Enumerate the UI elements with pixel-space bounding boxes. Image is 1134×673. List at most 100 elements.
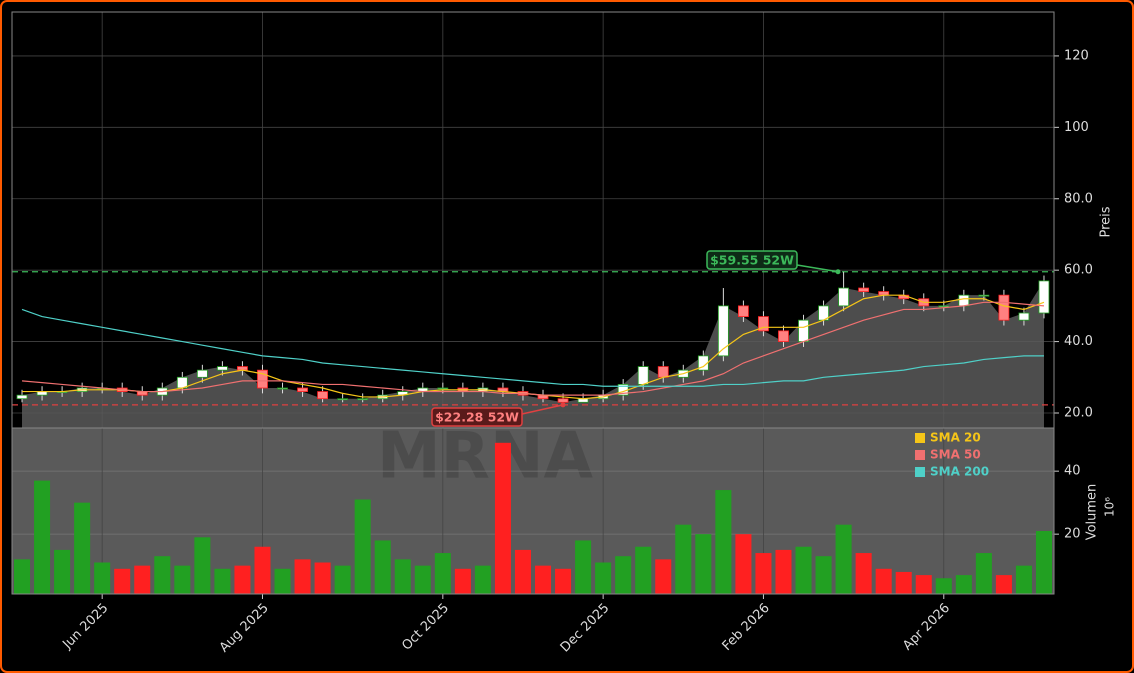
volume-bar (595, 562, 612, 594)
y-tick-label: 80.0 (1064, 191, 1093, 206)
watermark: MRNA (377, 420, 594, 494)
volume-bar (334, 565, 351, 594)
candle-body (557, 398, 569, 403)
volume-bar (494, 442, 511, 594)
y-tick-label: 100 (1064, 120, 1089, 135)
volume-bar (955, 575, 972, 594)
candle-body (697, 355, 709, 371)
volume-bar (815, 556, 832, 594)
annotation-arrow-head (560, 402, 566, 408)
legend-label: SMA 200 (930, 465, 989, 479)
candle-body (297, 387, 308, 392)
volume-bar (14, 559, 31, 594)
y-tick-label: 40.0 (1064, 334, 1093, 349)
legend-swatch (915, 467, 925, 477)
y-tick-label: 20.0 (1064, 406, 1093, 421)
volume-bar (354, 499, 371, 594)
volume-bar (154, 556, 171, 594)
volume-bar (414, 565, 431, 594)
volume-bar (34, 480, 51, 594)
y2-axis-label: Volumen (1085, 484, 1100, 541)
volume-bar (194, 537, 211, 594)
legend-label: SMA 50 (930, 448, 981, 462)
volume-bar (314, 562, 331, 594)
annotation-arrow-head (835, 269, 841, 275)
volume-bar (374, 540, 391, 594)
annotation-arrow (796, 264, 839, 273)
volume-bar (615, 556, 632, 594)
candle-body (16, 394, 28, 400)
volume-bar (234, 565, 251, 594)
candle-body (978, 294, 990, 297)
candle-body (717, 305, 729, 357)
candle-body (437, 387, 449, 390)
y2-scale-label: 10⁶ (1103, 497, 1117, 517)
candle-body (637, 366, 649, 385)
candle-body (998, 294, 1010, 321)
y2-tick-label: 20 (1064, 527, 1081, 542)
volume-bar (915, 575, 932, 594)
volume-bar (575, 540, 592, 594)
volume-bar (555, 568, 572, 594)
legend-label: SMA 20 (930, 431, 981, 445)
volume-bar (274, 568, 291, 594)
volume-bar (635, 546, 652, 594)
volume-bar (535, 565, 552, 594)
volume-bar (995, 575, 1012, 594)
candle-body (798, 319, 809, 342)
candle-body (958, 294, 970, 307)
volume-bar (875, 568, 892, 594)
candle-body (858, 287, 870, 292)
legend-swatch (915, 450, 925, 460)
candle-body (778, 330, 789, 342)
volume-bar (1035, 531, 1052, 594)
annotation-box (431, 407, 523, 427)
volume-bar (795, 546, 812, 594)
volume-bar (695, 534, 712, 594)
candle-body (196, 369, 208, 378)
annotation-arrow (521, 404, 564, 415)
price-area (22, 280, 1044, 428)
volume-bar (54, 549, 71, 594)
volume-bar (715, 490, 732, 594)
volume-bar (514, 549, 531, 594)
candle-body (277, 387, 288, 390)
volume-bar (254, 546, 271, 594)
volume-bar (434, 553, 451, 594)
candle-body (1018, 312, 1030, 321)
candle-body (758, 316, 769, 332)
volume-bar (775, 549, 792, 594)
volume-bar (935, 578, 952, 594)
volume-bar (94, 562, 111, 594)
annotation-label: $22.28 52W (435, 410, 519, 425)
candle-body (357, 398, 369, 401)
volume-bar (74, 502, 91, 594)
candle-body (337, 398, 349, 401)
volume-bar (855, 553, 872, 594)
annotation-box (706, 250, 798, 270)
sma-line (21, 308, 1044, 387)
volume-bar (394, 559, 411, 594)
volume-bar (174, 565, 191, 594)
legend-swatch (915, 433, 925, 443)
candle-body (317, 391, 329, 400)
volume-bar (675, 524, 692, 594)
candle-body (838, 287, 850, 307)
sma-line (21, 301, 1045, 396)
volume-bar (835, 524, 852, 594)
volume-bar (114, 568, 131, 594)
volume-bar (895, 571, 912, 594)
volume-bar (1015, 565, 1032, 594)
volume-bar (454, 568, 471, 594)
y-axis-label: Preis (1099, 206, 1114, 237)
volume-bar (294, 559, 311, 594)
candle-body (938, 305, 950, 308)
volume-bar (214, 568, 231, 594)
plot-border (11, 11, 1055, 595)
y-tick-label: 60.0 (1064, 263, 1093, 278)
y2-tick-label: 40 (1064, 464, 1081, 479)
volume-bar (655, 559, 672, 594)
y-tick-label: 120 (1064, 48, 1089, 63)
volume-bar (755, 553, 772, 594)
